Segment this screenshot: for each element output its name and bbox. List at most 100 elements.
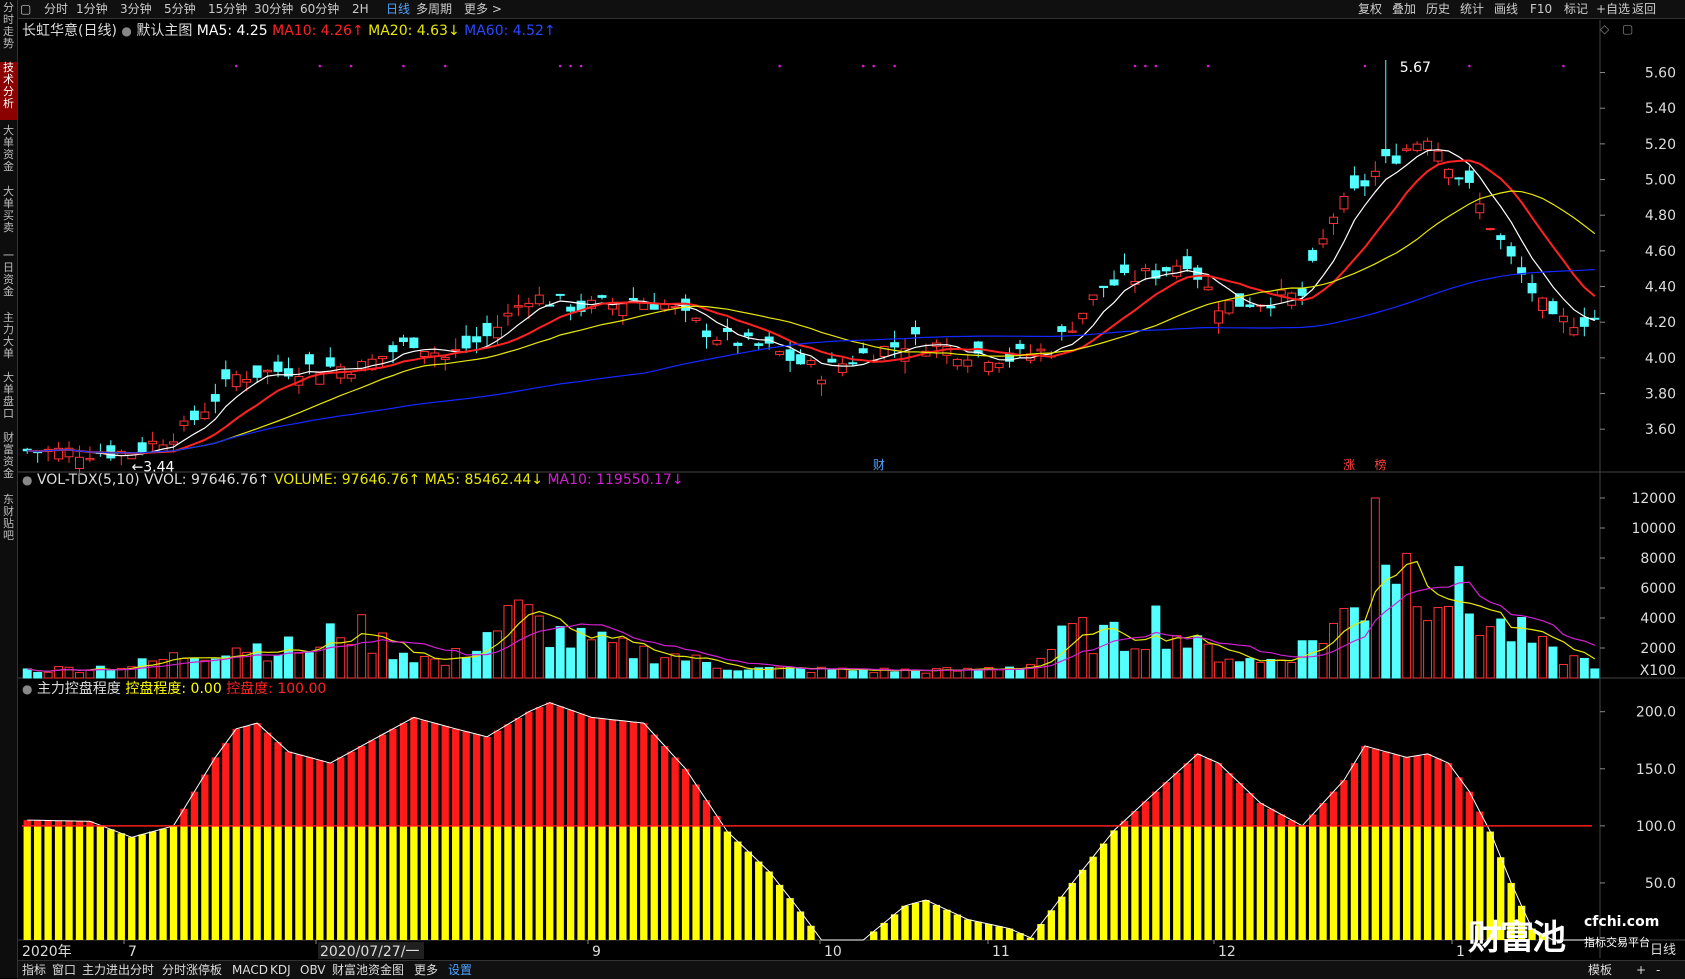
rail-tab-5[interactable]: 主力大单 xyxy=(3,311,14,360)
control-bar-yellow xyxy=(1350,825,1359,940)
window-icon[interactable]: ▢ xyxy=(1622,22,1634,36)
bottom-tab-3[interactable]: 分时涨停板 xyxy=(162,963,223,977)
bottom-tab-8[interactable]: 更多 xyxy=(414,963,439,977)
event-dot xyxy=(443,64,447,68)
tool-button-7[interactable]: +自选 xyxy=(1596,2,1631,16)
control-bar-red xyxy=(1413,755,1421,826)
rail-tab-3[interactable]: 大单买卖 xyxy=(3,185,14,234)
candle xyxy=(137,442,147,453)
period-tab-5[interactable]: 30分钟 xyxy=(254,2,294,16)
logo-tagline: 指标交易平台 xyxy=(1584,936,1650,949)
volume-bar xyxy=(702,661,711,679)
rail-tab-1[interactable]: 技术分析 xyxy=(0,62,17,120)
rail-tab-8[interactable]: 东财贴吧 xyxy=(3,493,14,542)
period-tab-8[interactable]: 日线 xyxy=(386,2,411,16)
bottom-right-0[interactable]: 模板 xyxy=(1588,963,1613,977)
bottom-right-2[interactable]: - xyxy=(1656,963,1661,977)
bottom-tab-1[interactable]: 窗口 xyxy=(52,963,77,977)
rail-tab-0[interactable]: 分时走势 xyxy=(3,1,14,50)
bottom-tab-0[interactable]: 指标 xyxy=(22,963,47,977)
template-name[interactable]: 默认主图 xyxy=(136,23,193,39)
tool-button-3[interactable]: 统计 xyxy=(1460,2,1485,16)
control-bar-red xyxy=(1194,753,1202,826)
volume-bar xyxy=(806,671,816,679)
period-tab-9[interactable]: 多周期 xyxy=(416,2,453,16)
volume-bar xyxy=(1099,624,1109,679)
volume-bar xyxy=(1506,641,1516,679)
volume-bar xyxy=(221,655,231,679)
price-tick-label: 5.60 xyxy=(1645,66,1676,82)
rail-tab-7[interactable]: 财富资金 xyxy=(3,431,14,480)
tool-button-2[interactable]: 历史 xyxy=(1426,2,1451,16)
volume-bar xyxy=(879,667,889,679)
bottom-tab-9[interactable]: 设置 xyxy=(448,963,473,977)
settings-circle-icon[interactable]: ● xyxy=(22,473,33,487)
candle xyxy=(75,456,84,469)
control-bar-yellow xyxy=(943,909,951,940)
volume-bar xyxy=(357,614,367,679)
ctrl-indicator-name[interactable]: 主力控盘程度 xyxy=(36,681,121,697)
control-bar-red xyxy=(692,784,700,826)
volume-bar xyxy=(33,671,43,679)
bottom-tab-7[interactable]: 财富池资金图 xyxy=(332,963,405,977)
period-tab-3[interactable]: 5分钟 xyxy=(164,2,196,16)
tool-button-4[interactable]: 画线 xyxy=(1494,2,1519,16)
period-tab-0[interactable]: 分时 xyxy=(44,2,69,16)
tool-button-5[interactable]: F10 xyxy=(1530,2,1553,16)
candle xyxy=(879,345,889,357)
settings-circle-icon[interactable]: ● xyxy=(121,24,132,38)
vol-tick-label: 10000 xyxy=(1631,521,1676,537)
bottom-tab-4[interactable]: MACD xyxy=(232,963,268,977)
control-bar-yellow xyxy=(870,931,878,940)
control-bar-yellow xyxy=(525,825,533,940)
control-bar-yellow xyxy=(1444,825,1453,940)
candle xyxy=(1579,317,1589,327)
period-tab-10[interactable]: 更多 > xyxy=(464,2,502,16)
bottom-tab-2[interactable]: 主力进出分时 xyxy=(82,963,155,977)
bottom-right-1[interactable]: + xyxy=(1636,963,1647,977)
volume-bar xyxy=(294,652,304,679)
control-bar-red xyxy=(1204,758,1212,826)
rail-tab-4[interactable]: 一日资金 xyxy=(3,249,14,298)
volume-bar xyxy=(890,671,900,679)
event-dot xyxy=(234,64,238,68)
control-bar-yellow xyxy=(483,825,491,940)
period-tab-2[interactable]: 3分钟 xyxy=(120,2,152,16)
stock-name[interactable]: 长虹华意(日线) xyxy=(22,23,117,39)
tool-button-0[interactable]: 复权 xyxy=(1358,2,1383,16)
period-tab-7[interactable]: 2H xyxy=(352,2,369,16)
collapse-icon[interactable]: ◇ xyxy=(1600,22,1610,36)
settings-circle-icon[interactable]: ● xyxy=(22,682,33,696)
candle xyxy=(1015,343,1025,350)
control-bar-yellow xyxy=(1026,937,1035,940)
tool-button-1[interactable]: 叠加 xyxy=(1392,2,1417,16)
rail-tab-6[interactable]: 大单盘口 xyxy=(3,371,14,420)
candle xyxy=(1412,143,1422,151)
tool-button-6[interactable]: 标记 xyxy=(1564,2,1589,16)
rail-tab-2[interactable]: 大单资金 xyxy=(3,124,14,173)
event-dot xyxy=(579,64,583,68)
control-bar-yellow xyxy=(1037,924,1045,940)
control-bar-red xyxy=(1131,811,1139,826)
volume-bar xyxy=(660,657,670,679)
volume-bar xyxy=(158,658,168,679)
control-bar-red xyxy=(1152,791,1160,826)
vol-indicator-name[interactable]: VOL-TDX(5,10) VVOL: 97646.76↑ xyxy=(36,472,270,488)
bottom-tab-5[interactable]: KDJ xyxy=(270,963,291,977)
tool-button-8[interactable]: 返回 xyxy=(1632,2,1657,16)
candle xyxy=(712,339,722,345)
bottom-tab-6[interactable]: OBV xyxy=(300,963,326,977)
control-bar-yellow xyxy=(1329,825,1338,940)
period-tab-1[interactable]: 1分钟 xyxy=(76,2,108,16)
control-bar-red xyxy=(1277,814,1285,826)
control-bar-yellow xyxy=(1538,934,1547,940)
candle xyxy=(1423,140,1433,151)
period-tab-4[interactable]: 15分钟 xyxy=(208,2,248,16)
candle xyxy=(1329,216,1338,224)
control-bar-red xyxy=(661,745,669,826)
menu-icon[interactable]: ▢ xyxy=(20,2,32,16)
volume-bar xyxy=(398,652,408,679)
period-tab-6[interactable]: 60分钟 xyxy=(300,2,340,16)
volume-bar xyxy=(994,669,1004,679)
